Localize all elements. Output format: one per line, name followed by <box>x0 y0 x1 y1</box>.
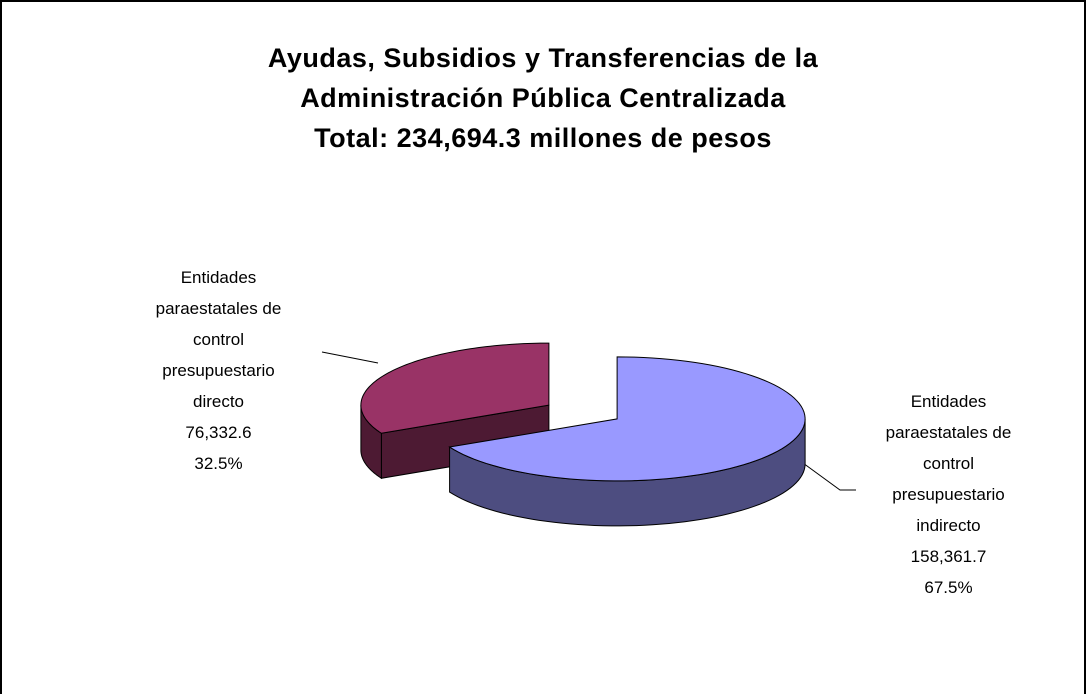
percent-label: 67.5% <box>924 578 973 597</box>
chart-title: Total: 234,694.3 millones de pesos <box>314 123 772 153</box>
category-label: Entidades paraestatales de control presu… <box>885 392 1012 535</box>
data-label: Entidades paraestatales de control presu… <box>136 262 301 479</box>
value-label: 158,361.7 <box>910 547 987 566</box>
slice <box>448 356 806 482</box>
percent-label: 32.5% <box>194 454 243 473</box>
category-label: Entidades paraestatales de control presu… <box>155 268 282 411</box>
chart-title: Administración Pública Centralizada <box>300 83 786 113</box>
chart-title: Ayudas, Subsidios y Transferencias de la <box>268 43 819 73</box>
leader-line <box>791 454 856 491</box>
data-label: Entidades paraestatales de control presu… <box>866 386 1031 603</box>
slice <box>360 342 550 434</box>
value-label: 76,332.6 <box>185 423 252 442</box>
leader-line <box>321 351 379 364</box>
